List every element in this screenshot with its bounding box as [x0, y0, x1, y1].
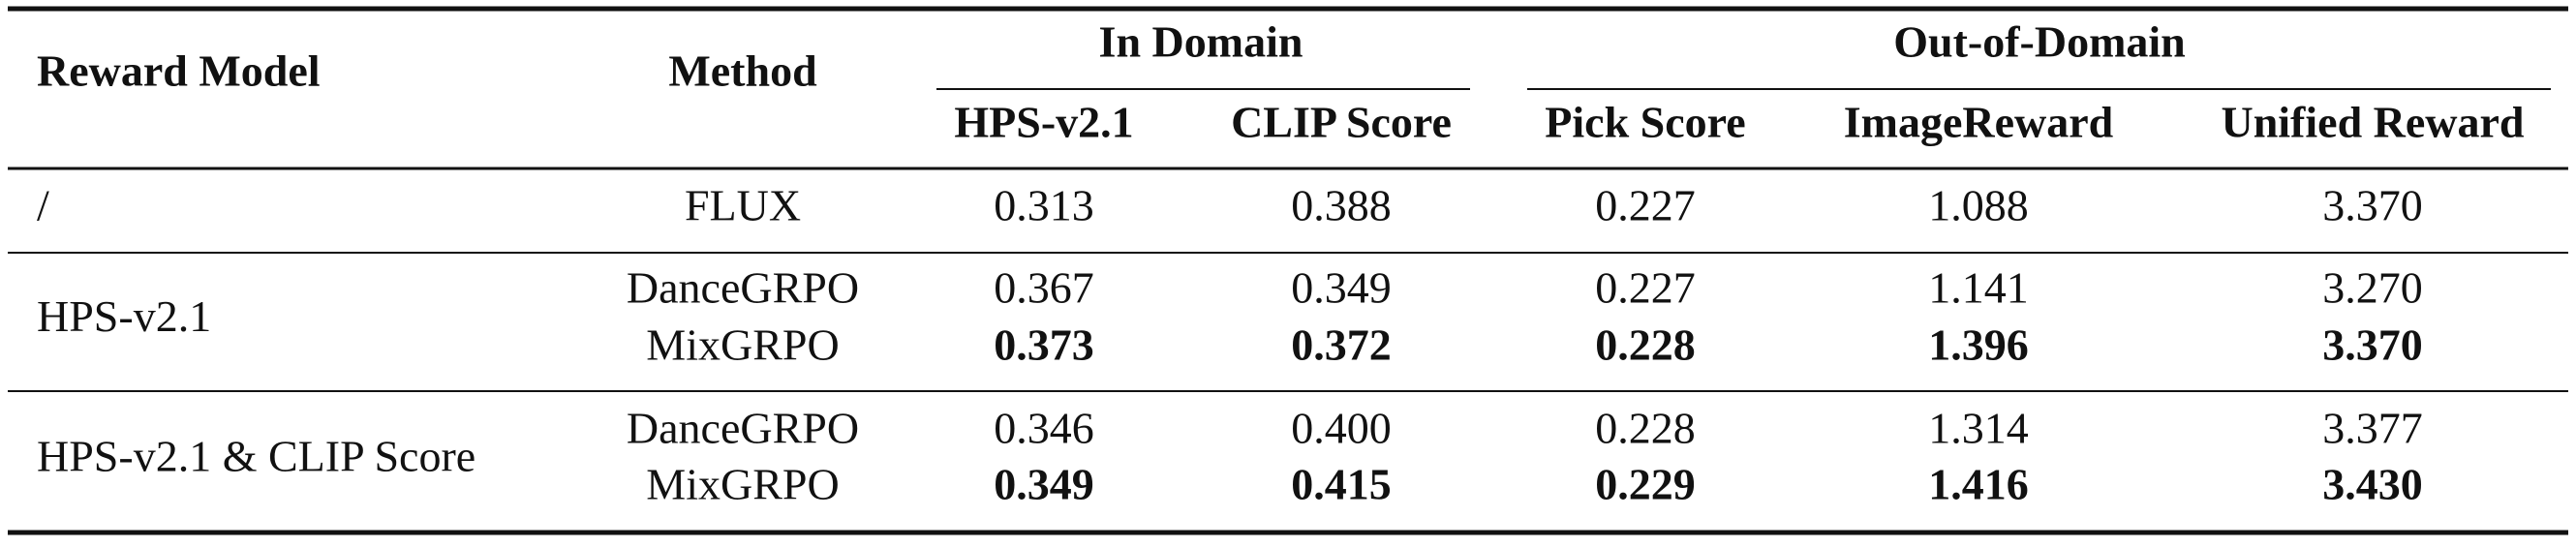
column-header: ImageReward: [1844, 98, 2114, 147]
cell: 0.229: [1595, 460, 1696, 509]
cell: 0.415: [1291, 460, 1392, 509]
method: DanceGRPO: [627, 263, 859, 313]
reward-model: /: [37, 181, 49, 230]
cell: 0.227: [1595, 181, 1696, 230]
cell: 0.400: [1291, 404, 1392, 453]
cell: 0.372: [1291, 320, 1392, 370]
cell: 0.373: [994, 320, 1094, 370]
column-header: Method: [668, 46, 817, 96]
cell: 1.088: [1928, 181, 2029, 230]
cell: 0.313: [994, 181, 1094, 230]
cell: 0.346: [994, 404, 1094, 453]
method: MixGRPO: [646, 460, 839, 509]
method: FLUX: [685, 181, 801, 230]
column-header: CLIP Score: [1231, 98, 1452, 147]
column-header: Reward Model: [37, 46, 321, 96]
cell: 0.349: [1291, 263, 1392, 313]
column-header: Pick Score: [1545, 98, 1745, 147]
method: MixGRPO: [646, 320, 839, 370]
cell: 1.416: [1928, 460, 2029, 509]
reward-model: HPS-v2.1: [37, 291, 211, 341]
method: DanceGRPO: [627, 404, 859, 453]
column-header: HPS-v2.1: [954, 98, 1133, 147]
cell: 0.228: [1595, 404, 1696, 453]
cell: 0.227: [1595, 263, 1696, 313]
column-header: Unified Reward: [2221, 98, 2524, 147]
cell: 3.370: [2322, 181, 2423, 230]
cell: 1.141: [1928, 263, 2029, 313]
cell: 3.430: [2322, 460, 2423, 509]
cell: 3.270: [2322, 263, 2423, 313]
cell: 1.314: [1928, 404, 2029, 453]
cell: 3.377: [2322, 404, 2423, 453]
cell: 0.228: [1595, 320, 1696, 370]
group-header: Out-of-Domain: [1893, 17, 2186, 67]
reward-model: HPS-v2.1 & CLIP Score: [37, 432, 475, 481]
cell: 0.349: [994, 460, 1094, 509]
cell: 1.396: [1928, 320, 2029, 370]
cell: 0.388: [1291, 181, 1392, 230]
group-header: In Domain: [1099, 17, 1303, 67]
cell: 3.370: [2322, 320, 2423, 370]
cell: 0.367: [994, 263, 1094, 313]
